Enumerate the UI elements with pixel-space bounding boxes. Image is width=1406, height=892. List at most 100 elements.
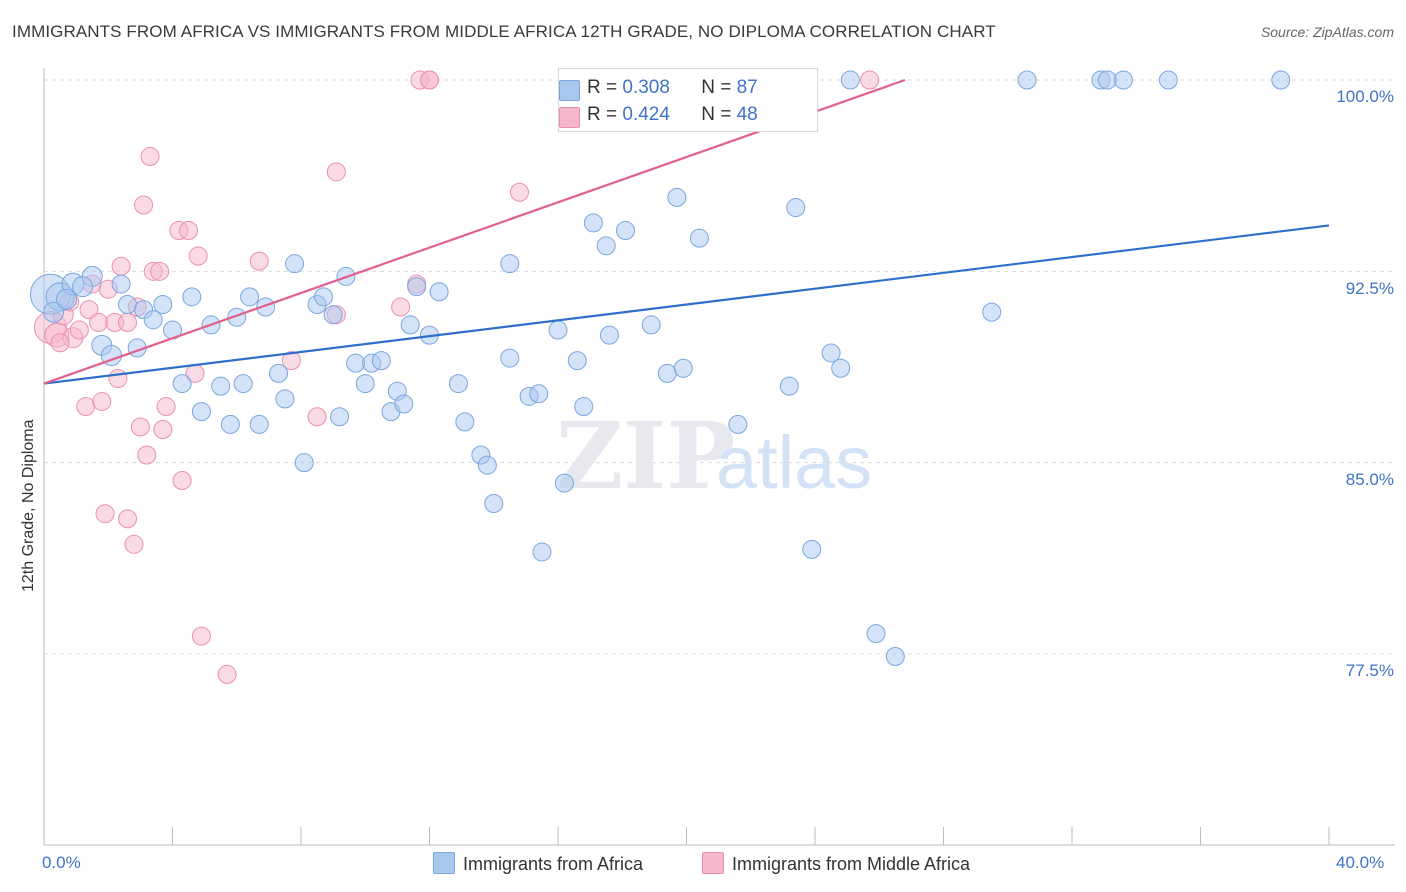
africa-point: [554, 473, 574, 493]
africa-point: [256, 297, 276, 317]
africa-point: [484, 493, 504, 513]
middle-africa-point: [50, 333, 70, 353]
africa-point: [982, 302, 1002, 322]
africa-point: [211, 376, 231, 396]
series-africa-points: [29, 70, 1291, 667]
africa-point: [673, 358, 693, 378]
africa-point: [802, 539, 822, 559]
legend-r-value-middle-africa: 0.424: [622, 104, 670, 125]
middle-africa-point: [860, 70, 880, 90]
africa-point: [275, 389, 295, 409]
middle-africa-point: [137, 445, 157, 465]
middle-africa-point: [108, 368, 128, 388]
africa-point: [885, 647, 905, 667]
africa-point: [118, 294, 138, 314]
africa-point: [346, 353, 366, 373]
africa-point: [313, 287, 333, 307]
africa-point: [455, 412, 475, 432]
middle-africa-point: [140, 147, 160, 167]
africa-point: [596, 236, 616, 256]
africa-point: [43, 301, 65, 323]
middle-africa-point: [118, 312, 138, 332]
middle-africa-point: [130, 417, 150, 437]
middle-africa-point: [249, 251, 269, 271]
africa-point: [583, 213, 603, 233]
middle-africa-point: [79, 300, 99, 320]
legend-n-value-africa: 87: [736, 77, 758, 98]
africa-point: [786, 198, 806, 218]
middle-africa-point: [150, 261, 170, 281]
bottom-legend-label-middle-africa: Immigrants from Middle Africa: [732, 854, 971, 874]
africa-point: [285, 254, 305, 274]
legend-n-label: N =: [701, 77, 737, 98]
africa-point: [400, 315, 420, 335]
africa-point: [371, 351, 391, 371]
middle-africa-point: [111, 256, 131, 276]
bottom-legend-middle-africa: Immigrants from Middle Africa: [702, 852, 970, 875]
africa-point: [1017, 70, 1037, 90]
africa-point: [72, 276, 94, 298]
africa-point: [143, 310, 163, 330]
middle-africa-point: [179, 221, 199, 241]
middle-africa-point: [420, 70, 439, 90]
africa-point: [269, 363, 289, 383]
africa-point: [330, 407, 350, 427]
africa-point: [574, 397, 594, 417]
africa-point: [657, 363, 677, 383]
africa-point: [240, 287, 260, 307]
africa-point: [182, 287, 202, 307]
bottom-legend-swatch-blue: [433, 852, 455, 874]
africa-point: [294, 453, 314, 473]
africa-point: [1097, 70, 1117, 90]
africa-point: [233, 374, 253, 394]
middle-africa-point: [307, 407, 327, 427]
legend-row-africa: R = 0.308 N = 87: [559, 77, 758, 101]
africa-point: [55, 288, 77, 310]
africa-point: [500, 254, 520, 274]
middle-africa-point: [76, 397, 96, 417]
africa-point: [407, 277, 427, 297]
bottom-legend-africa: Immigrants from Africa: [433, 852, 643, 875]
africa-point: [500, 348, 520, 368]
africa-point: [821, 343, 841, 363]
africa-point: [111, 274, 131, 294]
middle-africa-point: [172, 471, 192, 491]
watermark-zip: ZIP: [556, 402, 735, 510]
middle-africa-point: [153, 420, 173, 440]
y-tick-label-100: 100.0%: [1336, 87, 1394, 106]
africa-point: [532, 542, 552, 562]
source-label: Source: ZipAtlas.com: [1260, 24, 1394, 40]
middle-africa-point: [156, 397, 176, 417]
middle-africa-point: [69, 320, 89, 340]
y-tick-label-85: 85.0%: [1345, 470, 1394, 489]
middle-africa-point: [124, 534, 144, 554]
y-tick-label-77-5: 77.5%: [1345, 661, 1394, 680]
africa-point: [394, 394, 414, 414]
africa-point: [429, 282, 449, 302]
africa-point: [249, 414, 269, 434]
africa-point: [323, 305, 343, 325]
legend-swatch-blue: [559, 80, 580, 101]
legend-r-label: R =: [587, 104, 623, 125]
africa-point: [667, 187, 687, 207]
x-tick-label-0: 0.0%: [42, 853, 81, 872]
middle-africa-point: [95, 504, 115, 524]
legend-n-label: N =: [701, 104, 737, 125]
middle-africa-point: [281, 351, 301, 371]
bottom-legend-label-africa: Immigrants from Africa: [463, 854, 644, 874]
middle-africa-point: [89, 312, 109, 332]
africa-point: [615, 221, 635, 241]
africa-point: [1271, 70, 1291, 90]
middle-africa-point: [326, 162, 346, 182]
africa-point: [529, 384, 549, 404]
africa-point: [728, 414, 748, 434]
axes: [43, 68, 1395, 846]
africa-point: [355, 374, 375, 394]
grid-lines: [44, 79, 1395, 655]
africa-point: [641, 315, 661, 335]
africa-point: [599, 325, 619, 345]
africa-point: [866, 624, 886, 644]
watermark-atlas: atlas: [716, 421, 872, 504]
middle-africa-point: [391, 297, 411, 317]
